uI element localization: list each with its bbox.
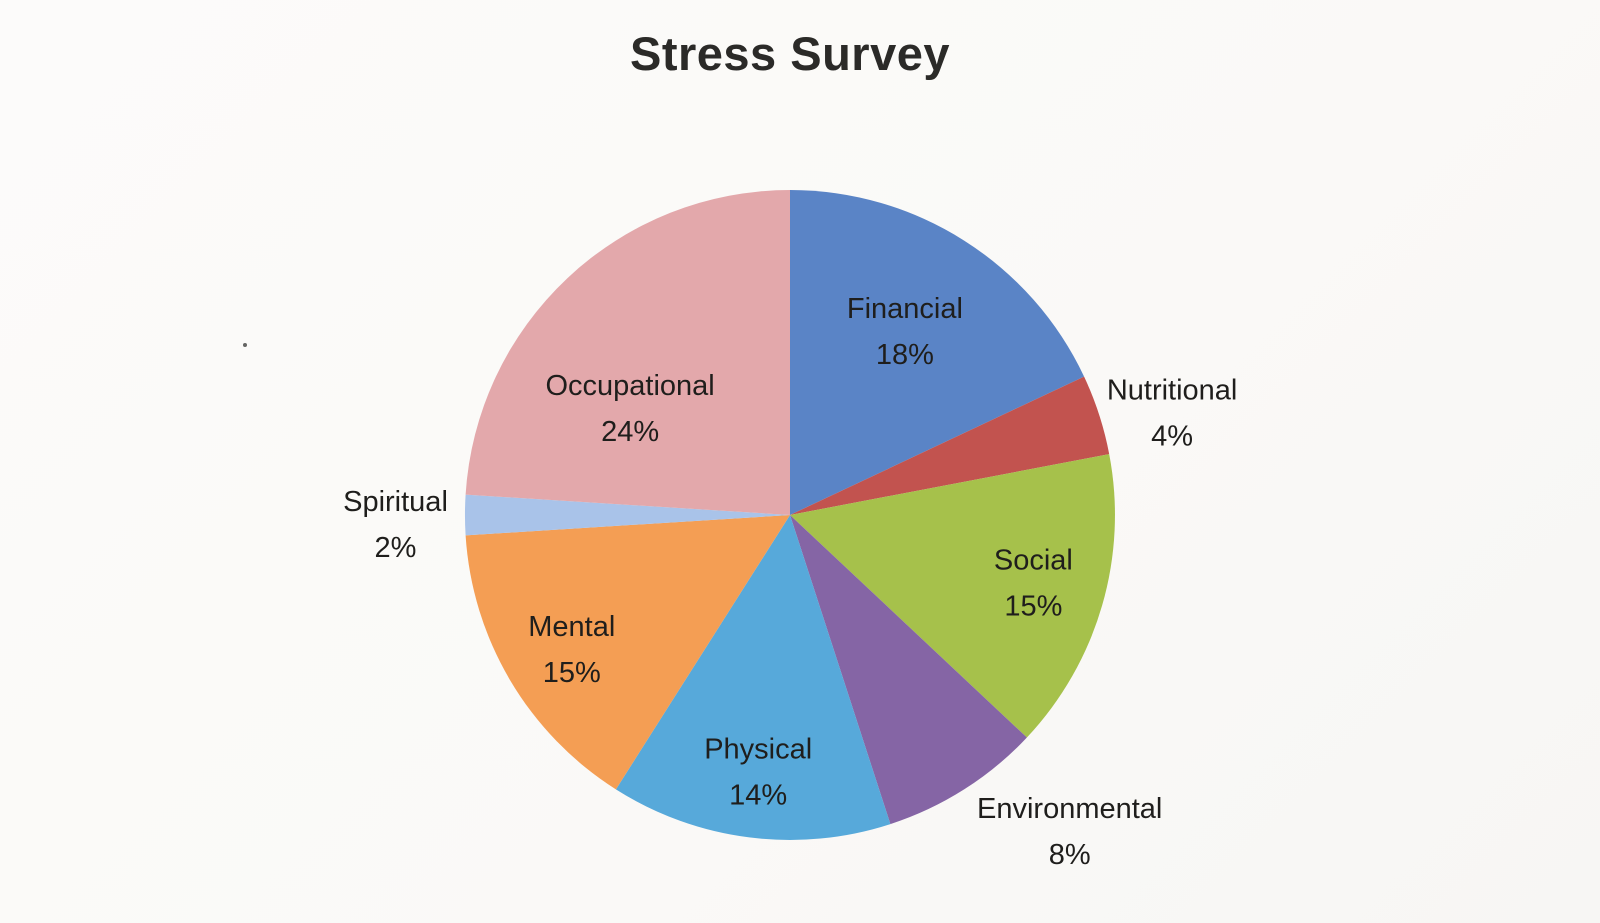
slice-label-financial: Financial 18% xyxy=(847,293,963,371)
scan-artifact-dot xyxy=(243,343,247,347)
pie-slice-social xyxy=(790,454,1115,738)
pie-slice-financial xyxy=(790,190,1085,515)
pie-slice-nutritional xyxy=(790,376,1110,515)
slice-label-nutritional: Nutritional 4% xyxy=(1107,375,1238,453)
pie-slice-occupational xyxy=(465,190,790,515)
slice-label-mental: Mental 15% xyxy=(528,611,615,689)
slice-label-occupational: Occupational 24% xyxy=(545,370,714,448)
slice-label-social: Social 15% xyxy=(994,545,1073,623)
pie-slice-physical xyxy=(615,515,891,840)
pie-slice-mental xyxy=(465,515,790,790)
slice-label-spiritual: Spiritual 2% xyxy=(343,486,448,564)
slice-label-physical: Physical 14% xyxy=(704,734,812,812)
pie-slice-environmental xyxy=(790,515,1027,825)
chart-title: Stress Survey xyxy=(629,27,951,80)
pie-slice-spiritual xyxy=(464,494,790,536)
slice-label-environmental: Environmental 8% xyxy=(977,793,1162,871)
